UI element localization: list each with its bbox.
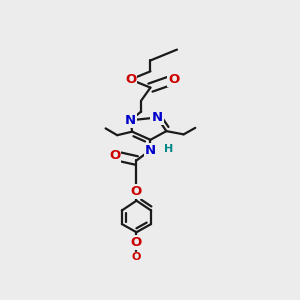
- Text: N: N: [152, 111, 163, 124]
- Text: N: N: [145, 144, 156, 157]
- Text: N: N: [125, 114, 136, 127]
- Text: H: H: [164, 144, 174, 154]
- Text: O: O: [168, 73, 179, 86]
- Text: O: O: [125, 73, 136, 86]
- Text: O: O: [131, 185, 142, 198]
- Text: O: O: [131, 236, 142, 249]
- Text: O: O: [109, 149, 120, 162]
- Text: O: O: [132, 252, 141, 262]
